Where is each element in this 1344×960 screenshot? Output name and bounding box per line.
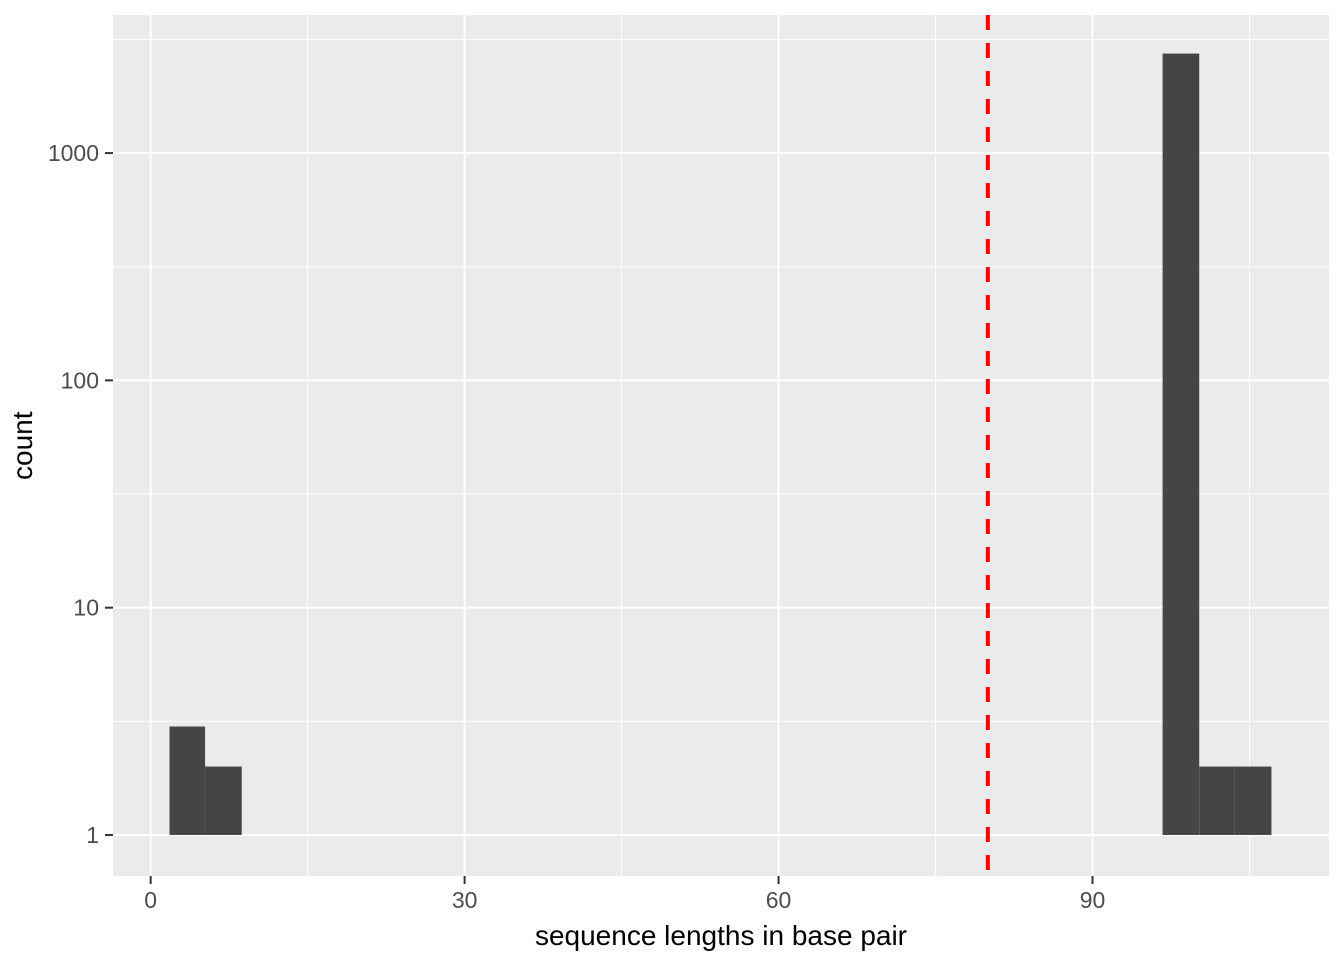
x-tick-label: 0 bbox=[144, 887, 157, 913]
plot-panel bbox=[113, 15, 1329, 876]
x-tick-label: 90 bbox=[1080, 887, 1106, 913]
y-tick-label: 1 bbox=[86, 822, 99, 848]
histogram-bar bbox=[1199, 766, 1235, 835]
histogram-bar bbox=[1162, 53, 1200, 835]
x-axis-title: sequence lengths in base pair bbox=[534, 920, 908, 951]
histogram-bar bbox=[1234, 766, 1272, 835]
x-tick-label: 30 bbox=[452, 887, 478, 913]
histogram-bar bbox=[205, 766, 242, 835]
y-tick-label: 100 bbox=[61, 367, 99, 393]
histogram-bar bbox=[169, 726, 206, 835]
y-tick-label: 10 bbox=[73, 595, 99, 621]
y-tick-label: 1000 bbox=[48, 140, 99, 166]
y-axis-title: count bbox=[7, 411, 38, 480]
x-tick-label: 60 bbox=[766, 887, 792, 913]
